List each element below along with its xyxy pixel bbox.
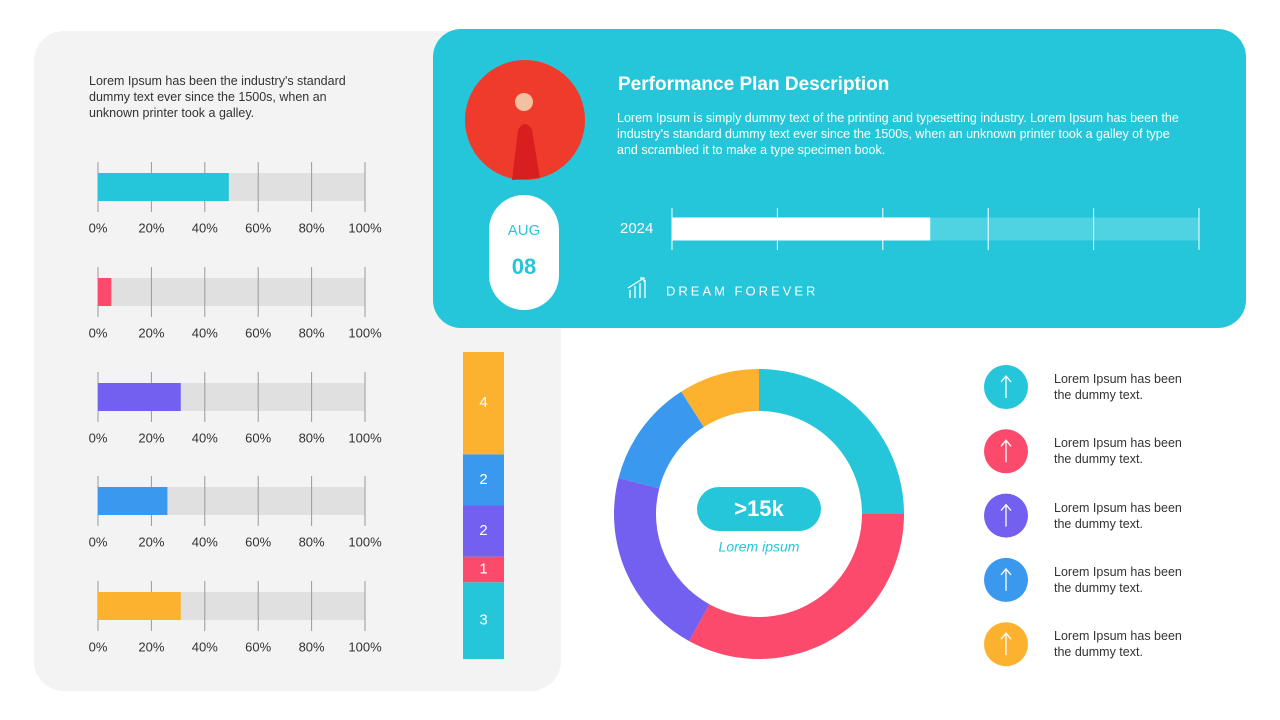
x-tick-label: 0% (89, 430, 108, 445)
x-tick-label: 20% (138, 220, 164, 235)
card (433, 29, 1246, 328)
card-title: Performance Plan Description (618, 74, 889, 95)
x-tick-label: 0% (89, 220, 108, 235)
x-tick-label: 60% (245, 430, 271, 445)
x-tick-label: 40% (192, 534, 218, 549)
x-tick-label: 60% (245, 534, 271, 549)
legend-arrow (1000, 439, 1012, 463)
track (98, 278, 365, 306)
bar (98, 278, 112, 306)
center-pill (697, 487, 821, 531)
legend-arrow (1000, 632, 1012, 656)
segment (463, 582, 504, 659)
center-label: Lorem ipsum (719, 539, 800, 555)
legend-label: Lorem Ipsum has been the dummy text. (1054, 436, 1182, 467)
month: AUG (508, 222, 541, 239)
center-value: >15k (734, 496, 784, 521)
segment-label: 3 (479, 612, 487, 629)
x-tick-label: 20% (138, 639, 164, 654)
segment-label: 4 (479, 394, 487, 411)
donut-segment (681, 369, 759, 428)
x-tick-label: 80% (299, 534, 325, 549)
x-tick-label: 40% (192, 430, 218, 445)
photo-figure (512, 124, 540, 180)
x-tick-label: 100% (348, 430, 382, 445)
donut-segment (618, 391, 704, 489)
photo (465, 60, 585, 180)
card-description: Lorem Ipsum is simply dummy text of the … (617, 111, 1179, 157)
legend-arrow (1000, 503, 1012, 527)
day: 08 (512, 254, 536, 279)
segment (463, 505, 504, 557)
donut-segment (614, 477, 710, 642)
x-tick-label: 100% (348, 325, 382, 340)
legend-label: Lorem Ipsum has been the dummy text. (1054, 500, 1182, 531)
x-tick-label: 20% (138, 430, 164, 445)
legend-arrow (1000, 374, 1012, 398)
x-tick-label: 40% (192, 639, 218, 654)
photo-head (515, 93, 533, 111)
legend-label: Lorem Ipsum has been the dummy text. (1054, 564, 1182, 595)
x-tick-label: 80% (299, 430, 325, 445)
bar (98, 173, 229, 201)
x-tick-label: 100% (348, 220, 382, 235)
donut-segment (759, 369, 904, 514)
segment-label: 2 (479, 522, 487, 539)
x-tick-label: 100% (348, 639, 382, 654)
segment-label: 2 (479, 471, 487, 488)
donut-segment (689, 514, 904, 659)
x-tick-label: 40% (192, 325, 218, 340)
legend-label: Lorem Ipsum has been the dummy text. (1054, 372, 1182, 402)
tagline: DREAM FOREVER (666, 283, 818, 298)
tagline-icon (627, 277, 646, 298)
category-label: 2024 (620, 220, 653, 237)
x-tick-label: 20% (138, 325, 164, 340)
intro: Lorem Ipsum has been the industry's stan… (89, 74, 346, 120)
legend-arrow (1000, 567, 1012, 591)
x-tick-label: 20% (138, 534, 164, 549)
segment (463, 352, 504, 455)
bar (672, 217, 931, 241)
bar (98, 383, 181, 411)
x-tick-label: 80% (299, 220, 325, 235)
x-tick-label: 100% (348, 534, 382, 549)
x-tick-label: 60% (245, 220, 271, 235)
x-tick-label: 40% (192, 220, 218, 235)
legend-label: Lorem Ipsum has been the dummy text. (1054, 629, 1182, 660)
segment (463, 454, 504, 506)
x-tick-label: 80% (299, 325, 325, 340)
x-tick-label: 60% (245, 639, 271, 654)
bar (98, 487, 168, 515)
date-pill (489, 195, 559, 310)
x-tick-label: 0% (89, 534, 108, 549)
x-tick-label: 0% (89, 325, 108, 340)
bar (98, 592, 181, 620)
x-tick-label: 80% (299, 639, 325, 654)
x-tick-label: 60% (245, 325, 271, 340)
x-tick-label: 0% (89, 639, 108, 654)
segment (463, 556, 504, 583)
segment-label: 1 (479, 560, 487, 577)
